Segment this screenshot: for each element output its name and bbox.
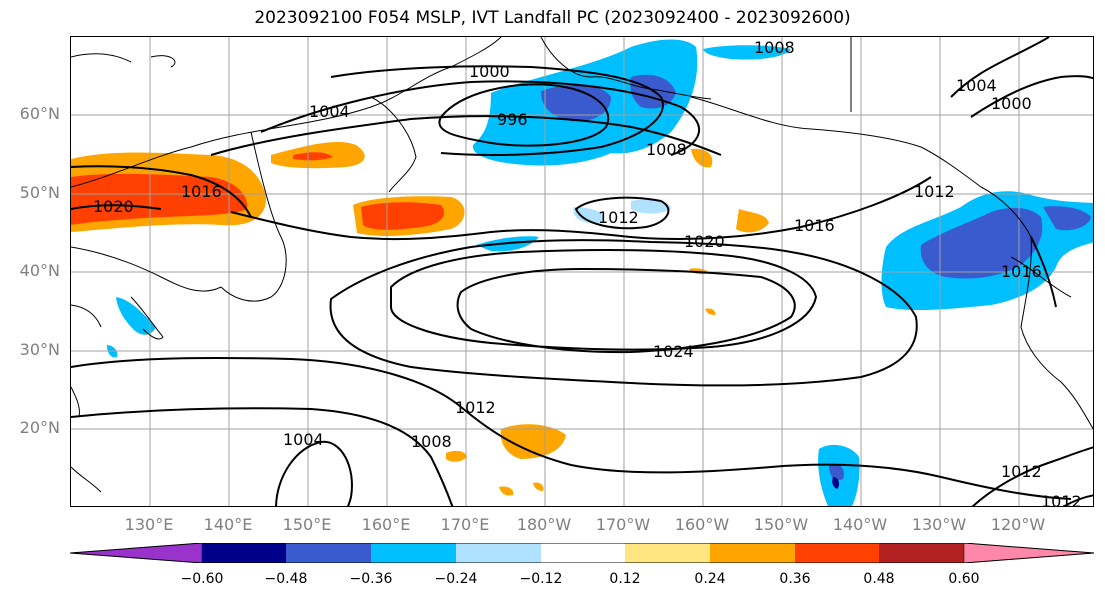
lat-label-40n: 40°N	[19, 261, 60, 280]
lon-label: 150°W	[753, 515, 809, 534]
lon-label: 160°W	[674, 515, 730, 534]
colorbar-swatch	[710, 543, 795, 563]
plot-title: 2023092100 F054 MSLP, IVT Landfall PC (2…	[254, 8, 851, 28]
lon-label: 140°E	[203, 515, 253, 534]
lon-label: 130°E	[124, 515, 174, 534]
lat-label-60n: 60°N	[19, 104, 60, 123]
isobar-label: 1000	[469, 62, 510, 81]
coastlines	[71, 37, 1093, 493]
map-panel: 1000 996 1004 1008 1008 1016 1020 1012 1…	[70, 36, 1094, 507]
isobar-label: 1012	[598, 208, 639, 227]
colorbar-tick: 0.12	[609, 571, 641, 587]
colorbar-tick: 0.36	[779, 571, 811, 587]
lat-label-20n: 20°N	[19, 418, 60, 437]
colorbar-swatch	[202, 543, 286, 563]
isobar-label: 1004	[956, 76, 997, 95]
colorbar-swatch	[371, 543, 456, 563]
lon-label: 140°W	[832, 515, 888, 534]
colorbar	[70, 543, 1094, 563]
colorbar-tick: 0.60	[948, 571, 980, 587]
colorbar-swatch	[456, 543, 541, 563]
colorbar-swatch	[879, 543, 964, 563]
colorbar-swatch	[963, 543, 1094, 563]
lon-label: 170°E	[440, 515, 490, 534]
isobar-label: 1016	[1001, 262, 1042, 281]
colorbar-swatch	[541, 543, 625, 563]
isobar-label: 1008	[646, 140, 687, 159]
isobar-label: 1012	[1041, 492, 1082, 507]
colorbar-swatch	[70, 543, 203, 563]
isobars	[71, 37, 1093, 506]
map-canvas: 1000 996 1004 1008 1008 1016 1020 1012 1…	[71, 37, 1093, 507]
colorbar-swatch	[625, 543, 710, 563]
isobar-label: 1012	[914, 182, 955, 201]
colorbar-tick: 0.48	[863, 571, 895, 587]
lat-label-50n: 50°N	[19, 183, 60, 202]
colorbar-swatch	[795, 543, 879, 563]
colorbar-tick: −0.60	[180, 571, 224, 587]
isobar-label: 1012	[1001, 462, 1042, 481]
isobar-label: 1008	[411, 432, 452, 451]
isobar-label: 1020	[93, 197, 134, 216]
isobar-label: 1016	[794, 216, 835, 235]
lon-label: 160°E	[361, 515, 411, 534]
colorbar-tick: −0.36	[349, 571, 393, 587]
colorbar-tick: −0.24	[434, 571, 478, 587]
colorbar-tick: −0.12	[519, 571, 563, 587]
graticule	[71, 37, 1093, 506]
isobar-label: 1024	[653, 342, 694, 361]
lat-label-30n: 30°N	[19, 340, 60, 359]
lon-label: 120°W	[990, 515, 1046, 534]
ivt-shading	[71, 39, 1093, 506]
colorbar-tick: −0.48	[264, 571, 308, 587]
isobar-label: 1004	[309, 102, 350, 121]
isobar-label: 1016	[181, 182, 222, 201]
lon-label: 150°E	[282, 515, 332, 534]
isobar-label: 1012	[455, 398, 496, 417]
colorbar-tick: 0.24	[694, 571, 726, 587]
colorbar-swatch	[286, 543, 371, 563]
lon-label: 130°W	[911, 515, 967, 534]
isobar-label: 1020	[684, 232, 725, 251]
isobar-label-group: 1000 996 1004 1008 1008 1016 1020 1012 1…	[93, 38, 1082, 507]
isobar-label: 1000	[991, 94, 1032, 113]
isobar-label: 996	[497, 110, 528, 129]
lon-label: 170°W	[595, 515, 651, 534]
lon-label: 180°W	[516, 515, 572, 534]
isobar-label: 1004	[283, 430, 324, 449]
isobar-label: 1008	[754, 38, 795, 57]
